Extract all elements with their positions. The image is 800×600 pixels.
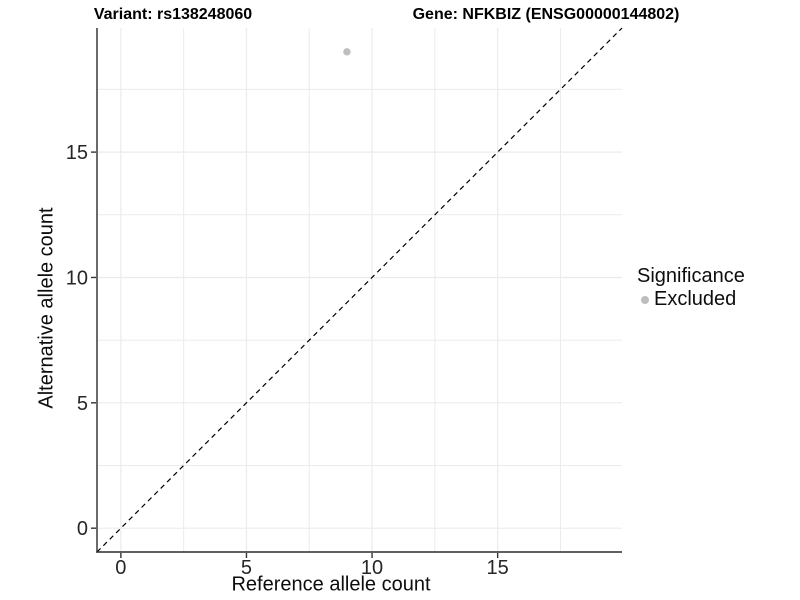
- legend-title: Significance: [637, 265, 745, 287]
- y-tick-label: 10: [66, 267, 88, 289]
- x-tick-label: 5: [241, 557, 252, 579]
- excluded-point-icon: [641, 295, 649, 304]
- identity-reference-line: [96, 27, 623, 553]
- data-point: [343, 48, 351, 56]
- x-tick-label: 10: [361, 557, 383, 579]
- variant-title: Variant: rs138248060: [93, 6, 253, 23]
- legend: Significance Excluded: [637, 265, 745, 311]
- y-tick-label: 0: [77, 518, 88, 540]
- x-tick-label: 15: [487, 557, 509, 579]
- y-tick-label: 15: [66, 142, 88, 164]
- y-tick-label: 5: [77, 393, 88, 415]
- legend-item-excluded: Excluded: [637, 288, 745, 311]
- y-axis-label: Alternative allele count: [35, 207, 58, 409]
- gene-title: Gene: NFKBIZ (ENSG00000144802): [412, 6, 680, 23]
- x-axis-label: Reference allele count: [231, 573, 431, 596]
- x-tick-label: 0: [115, 557, 126, 579]
- legend-item-label: Excluded: [654, 288, 737, 310]
